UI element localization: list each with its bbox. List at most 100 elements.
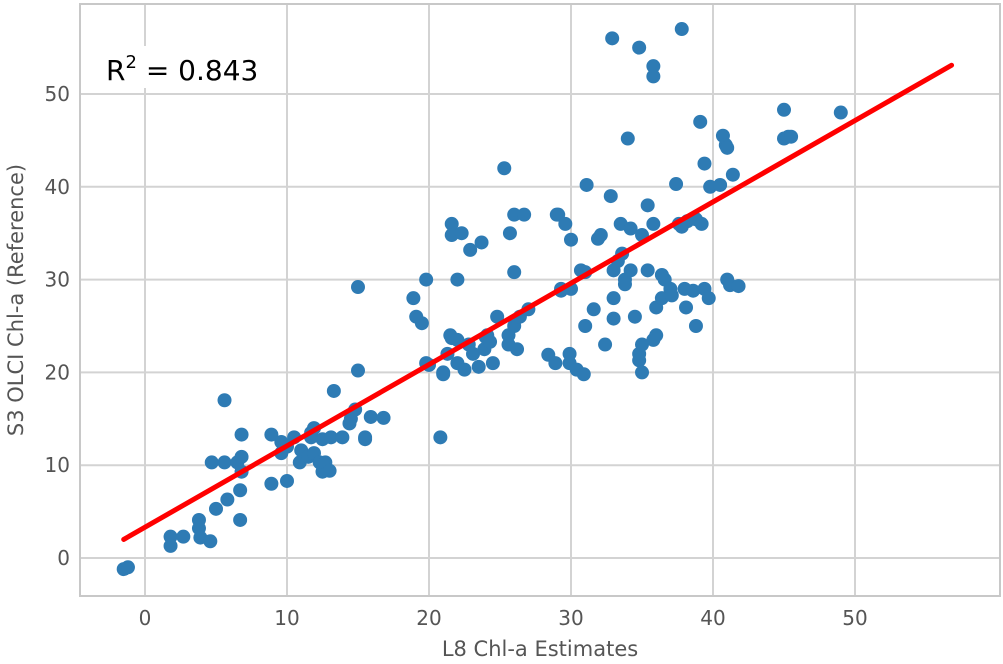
data-point	[433, 430, 448, 445]
data-point	[598, 337, 613, 352]
data-point	[490, 309, 505, 324]
data-point	[264, 476, 279, 491]
data-point	[548, 356, 563, 371]
data-point	[233, 483, 248, 498]
y-tick-label: 0	[57, 546, 70, 570]
data-point	[632, 353, 647, 368]
data-point	[679, 300, 694, 315]
x-axis-label: L8 Chl-a Estimates	[442, 637, 638, 661]
data-point	[444, 216, 459, 231]
x-tick-label: 50	[842, 606, 867, 630]
data-point	[635, 365, 649, 380]
data-point	[646, 69, 661, 84]
data-point	[220, 492, 235, 507]
data-point	[731, 279, 746, 294]
data-point	[579, 177, 594, 192]
data-point	[419, 272, 434, 287]
data-point	[646, 216, 661, 231]
data-point	[234, 427, 249, 442]
data-point	[649, 328, 664, 343]
data-point	[324, 430, 339, 445]
data-point	[376, 410, 391, 425]
data-point	[217, 455, 232, 470]
r-squared-value: = 0.843	[137, 54, 258, 87]
data-point	[693, 114, 708, 129]
data-point	[627, 309, 642, 324]
data-point	[234, 449, 249, 464]
data-point	[558, 216, 573, 231]
data-point	[485, 356, 500, 371]
data-point	[632, 40, 647, 55]
data-point	[725, 167, 740, 182]
data-point	[436, 367, 451, 382]
data-point	[686, 283, 701, 298]
data-point	[669, 177, 684, 192]
data-point	[163, 538, 178, 553]
r-squared-annotation: R2 = 0.843	[90, 46, 286, 88]
data-point	[209, 501, 223, 516]
data-point	[483, 334, 498, 349]
y-tick-label: 20	[45, 360, 70, 384]
data-point	[510, 342, 525, 357]
data-point	[593, 228, 608, 243]
annotation-box	[90, 46, 286, 88]
data-point	[720, 140, 735, 155]
data-point	[606, 311, 621, 326]
r-squared-superscript: 2	[125, 52, 136, 73]
data-point	[351, 363, 365, 378]
data-point	[233, 512, 248, 527]
data-point	[507, 265, 522, 280]
data-point	[674, 22, 689, 37]
r-squared-symbol: R	[106, 54, 125, 87]
data-point	[688, 319, 703, 333]
data-point	[620, 131, 635, 146]
data-point	[203, 534, 218, 549]
data-point	[701, 291, 716, 306]
data-point	[454, 226, 469, 241]
data-point	[697, 156, 712, 171]
plot-frame	[79, 3, 1001, 597]
data-point	[603, 189, 618, 204]
data-point	[335, 430, 350, 445]
data-point	[713, 177, 728, 192]
data-point	[640, 198, 655, 213]
data-point	[264, 427, 279, 442]
data-point	[617, 277, 632, 292]
data-point	[466, 346, 481, 361]
data-point	[326, 383, 341, 398]
data-point	[605, 31, 620, 46]
data-point	[450, 272, 465, 287]
x-tick-label: 20	[416, 606, 441, 630]
regression-line-group	[121, 62, 955, 542]
y-axis-label: S3 OLCI Chl-a (Reference)	[4, 164, 28, 436]
data-point	[280, 473, 294, 488]
data-point	[471, 359, 486, 374]
data-point	[474, 235, 489, 250]
data-point	[576, 367, 591, 382]
x-tick-label: 40	[700, 606, 725, 630]
data-point	[694, 216, 709, 231]
data-point	[777, 102, 791, 117]
x-tick-label: 10	[274, 606, 299, 630]
data-point	[204, 455, 219, 470]
data-point	[564, 232, 578, 247]
data-point	[606, 291, 621, 306]
y-tick-label: 40	[45, 175, 70, 199]
data-point	[176, 529, 191, 544]
tick-labels: 0 10 20 30 40 50 0 10 20 30 40 50	[45, 82, 868, 630]
data-point	[406, 291, 421, 306]
y-tick-label: 50	[45, 82, 70, 106]
data-point	[623, 263, 638, 278]
data-point	[646, 59, 661, 74]
y-tick-label: 30	[45, 268, 70, 292]
data-point	[322, 463, 337, 478]
data-point	[784, 129, 799, 144]
regression-line	[121, 62, 955, 542]
data-point	[517, 207, 532, 222]
data-point	[623, 221, 638, 236]
data-point	[507, 207, 522, 222]
data-point	[664, 288, 679, 303]
data-point	[578, 319, 593, 333]
y-tick-label: 10	[45, 453, 70, 477]
